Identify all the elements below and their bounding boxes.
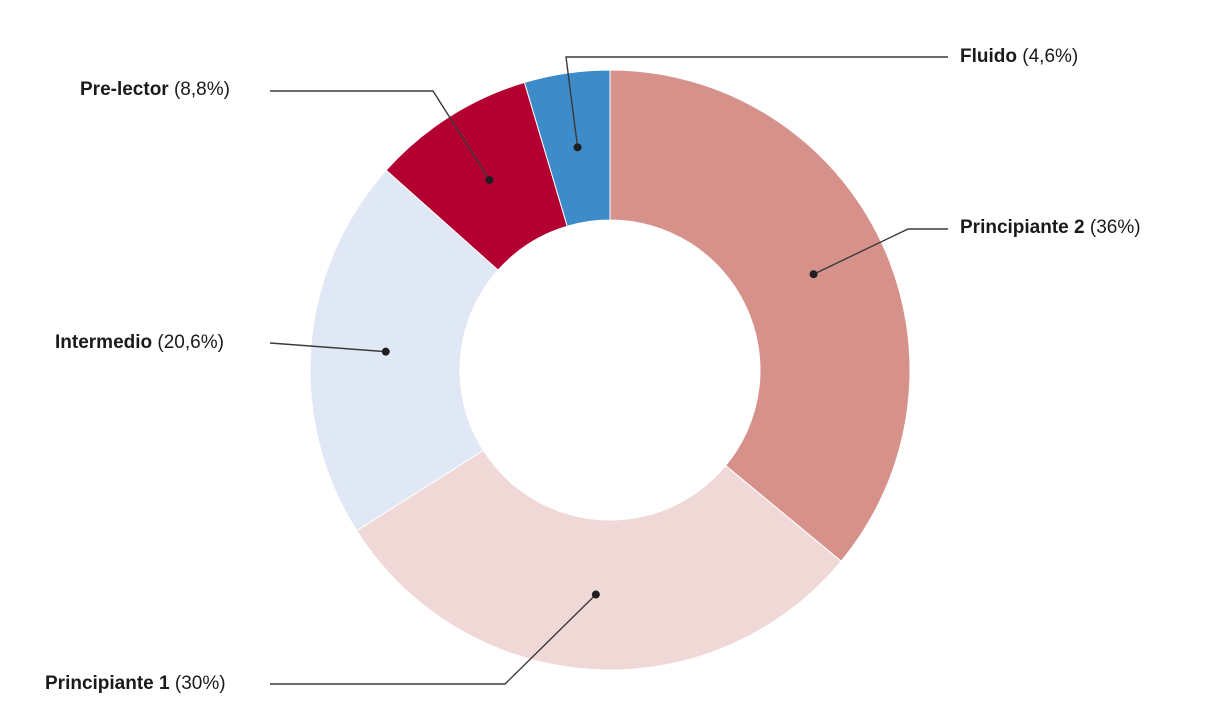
- slice-name: Principiante 1: [45, 673, 170, 694]
- leader-dot: [591, 590, 600, 599]
- slice-fluido: [523, 69, 611, 227]
- label-fluido: Fluido (4,6%): [960, 46, 1078, 68]
- leader-line: [565, 56, 948, 148]
- label-pre-lector: Pre-lector (8,8%): [80, 79, 230, 101]
- slice-percent: (20,6%): [157, 332, 224, 353]
- label-principiante-2: Principiante 2 (36%): [960, 217, 1141, 239]
- slice-name: Principiante 2: [960, 217, 1085, 238]
- slice-percent: (30%): [174, 673, 226, 694]
- leader-line: [269, 342, 386, 353]
- slice-name: Intermedio: [55, 332, 153, 353]
- leader-line: [270, 90, 491, 181]
- leader-dot: [573, 143, 582, 152]
- slice-percent: (8,8%): [173, 79, 230, 100]
- leader-line: [813, 228, 948, 275]
- label-principiante-1: Principiante 1 (30%): [45, 673, 226, 695]
- slice-principiante-2: [609, 69, 911, 562]
- slice-percent: (4,6%): [1022, 46, 1079, 67]
- leader-dot: [381, 347, 390, 356]
- label-intermedio: Intermedio (20,6%): [55, 332, 224, 354]
- leader-dot: [485, 176, 494, 185]
- leader-line: [270, 594, 597, 685]
- slice-name: Pre-lector: [80, 79, 169, 100]
- slice-principiante-1: [356, 449, 842, 671]
- slice-intermedio: [309, 169, 499, 532]
- leader-dot: [809, 270, 818, 279]
- slice-percent: (36%): [1089, 217, 1141, 238]
- slice-name: Fluido: [960, 46, 1017, 67]
